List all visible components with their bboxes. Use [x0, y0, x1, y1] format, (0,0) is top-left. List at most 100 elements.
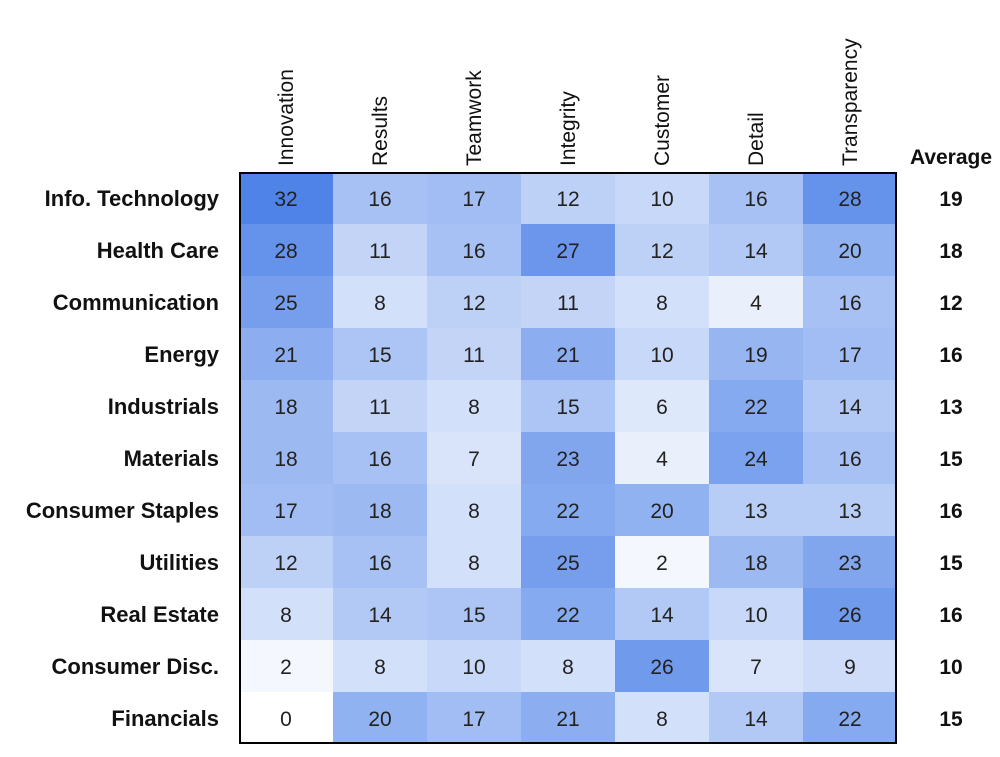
heatmap-cell	[333, 224, 427, 276]
row-label: Energy	[144, 342, 219, 367]
heatmap-cell	[709, 380, 803, 432]
cell-value-label: 14	[650, 604, 674, 627]
cell-value-label: 18	[368, 500, 391, 523]
heatmap-cell	[239, 536, 333, 588]
heatmap-cell	[803, 328, 897, 380]
cell-value-label: 16	[368, 448, 391, 471]
cell-value-label: 26	[838, 604, 861, 627]
row-label: Financials	[111, 706, 219, 731]
heatmap-cell	[239, 432, 333, 484]
cell-value-label: 16	[744, 188, 767, 211]
heatmap-cell	[427, 328, 521, 380]
average-value: 19	[939, 188, 962, 211]
cell-value-label: 8	[468, 500, 480, 523]
column-label: Results	[369, 96, 392, 166]
heatmap-cell	[521, 172, 615, 224]
cell-value-label: 28	[838, 188, 861, 211]
column-label: Innovation	[275, 69, 298, 166]
cell-value-label: 13	[744, 500, 767, 523]
cell-value-label: 7	[750, 656, 762, 679]
heatmap-cell	[239, 276, 333, 328]
cell-value-label: 11	[463, 344, 485, 367]
row-label: Utilities	[140, 550, 219, 575]
average-value: 10	[939, 656, 962, 679]
cell-value-label: 7	[468, 448, 480, 471]
cell-value-label: 16	[838, 448, 861, 471]
cell-value-label: 22	[556, 500, 579, 523]
cell-value-label: 2	[656, 552, 668, 575]
heatmap-cell	[427, 692, 521, 744]
heatmap-cell	[709, 484, 803, 536]
heatmap-cell	[333, 640, 427, 692]
heatmap-cell	[239, 224, 333, 276]
column-label: Integrity	[557, 91, 580, 166]
heatmap-cell	[803, 224, 897, 276]
column-label: Detail	[745, 112, 768, 166]
cell-value-label: 15	[462, 604, 485, 627]
heatmap-cell	[333, 536, 427, 588]
average-value: 13	[939, 396, 962, 419]
cell-value-label: 10	[462, 656, 485, 679]
row-label: Consumer Disc.	[52, 654, 220, 679]
column-label: Customer	[651, 75, 674, 166]
cell-value-label: 8	[280, 604, 292, 627]
row-label: Materials	[124, 446, 219, 471]
cell-value-label: 21	[274, 344, 297, 367]
cell-value-label: 12	[556, 188, 579, 211]
heatmap-cell	[521, 432, 615, 484]
heatmap-cell	[333, 172, 427, 224]
cell-value-label: 12	[650, 240, 673, 263]
heatmap-cell	[615, 536, 709, 588]
heatmap-cell	[803, 432, 897, 484]
cell-value-label: 16	[368, 552, 391, 575]
heatmap-cell	[709, 536, 803, 588]
heatmap-cell	[239, 484, 333, 536]
heatmap-cell	[803, 380, 897, 432]
heatmap-cell	[709, 432, 803, 484]
heatmap-cell	[521, 536, 615, 588]
heatmap-cell	[615, 172, 709, 224]
cell-value-label: 20	[650, 500, 673, 523]
cell-value-label: 16	[368, 188, 391, 211]
heatmap-cell	[333, 432, 427, 484]
heatmap-cell	[427, 276, 521, 328]
cell-value-label: 27	[556, 240, 579, 263]
cell-value-label: 15	[556, 396, 579, 419]
cell-value-label: 16	[462, 240, 485, 263]
heatmap-cell	[803, 484, 897, 536]
heatmap-cell	[803, 588, 897, 640]
cell-value-label: 4	[656, 448, 668, 471]
average-value: 16	[939, 344, 962, 367]
heatmap-cell	[709, 588, 803, 640]
heatmap-cell	[709, 640, 803, 692]
heatmap-cell	[333, 692, 427, 744]
cell-value-label: 22	[838, 708, 861, 731]
cell-value-label: 21	[556, 708, 579, 731]
cell-value-label: 12	[274, 552, 297, 575]
cell-value-label: 17	[462, 708, 485, 731]
cell-value-label: 20	[838, 240, 861, 263]
row-label: Info. Technology	[45, 186, 220, 211]
cell-value-label: 14	[744, 240, 768, 263]
cell-value-label: 11	[557, 292, 579, 315]
heatmap-cell	[427, 484, 521, 536]
cell-value-label: 19	[744, 344, 767, 367]
cell-value-label: 2	[280, 656, 292, 679]
heatmap-cell	[803, 536, 897, 588]
average-value: 12	[939, 292, 962, 315]
cell-value-label: 15	[368, 344, 391, 367]
heatmap-cell	[709, 328, 803, 380]
heatmap-cell	[521, 640, 615, 692]
cell-value-label: 4	[750, 292, 762, 315]
row-label: Health Care	[97, 238, 219, 263]
cell-value-label: 8	[656, 292, 668, 315]
row-label: Communication	[53, 290, 219, 315]
average-header: Average	[910, 146, 992, 169]
heatmap-cell	[803, 172, 897, 224]
heatmap-cell	[803, 640, 897, 692]
cell-value-label: 8	[468, 396, 480, 419]
heatmap-cell	[615, 432, 709, 484]
heatmap-cell	[615, 484, 709, 536]
heatmap-cell	[427, 224, 521, 276]
